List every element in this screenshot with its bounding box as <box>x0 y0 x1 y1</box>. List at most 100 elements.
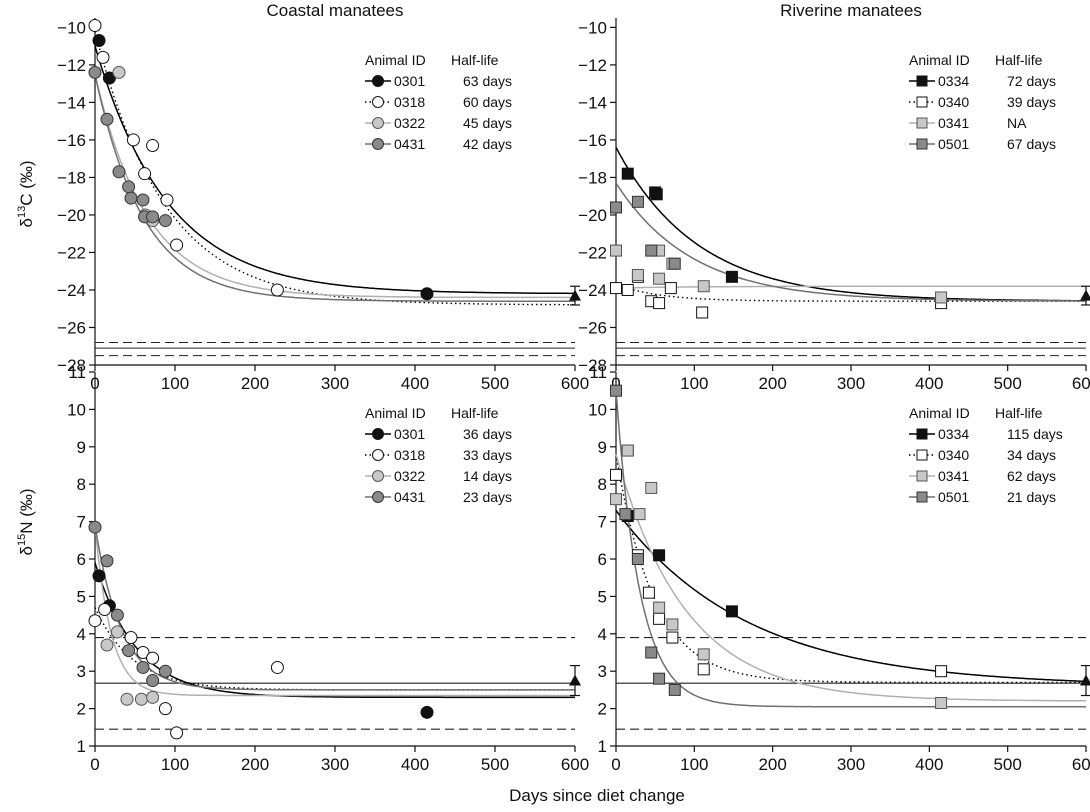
legend-header-animal-id: Animal ID <box>365 52 426 68</box>
legend-half-life: 39 days <box>1007 94 1056 110</box>
data-point-0322 <box>146 690 160 704</box>
legend-half-life: NA <box>1007 115 1027 131</box>
x-tick-label: 600 <box>561 755 589 774</box>
data-point-0431 <box>100 112 114 126</box>
legend-header-half-life: Half-life <box>451 52 499 68</box>
data-point-0341 <box>621 444 634 457</box>
chart-panel-4: 0 100 200 300 400 500 600 1 2 3 4 5 6 7 8 9 10 11 Animal I… <box>588 363 1090 774</box>
legend-half-life: 23 days <box>463 489 512 505</box>
x-tick-label: 200 <box>758 755 786 774</box>
reference-triangle-marker <box>569 674 581 686</box>
data-point-0334 <box>725 605 738 618</box>
y-tick-label: −14 <box>57 93 86 112</box>
fit-curve-0431 <box>94 525 575 691</box>
x-tick-label: 400 <box>915 755 943 774</box>
data-point-0341 <box>631 268 644 281</box>
legend-marker-0341 <box>916 117 928 129</box>
y-tick-label: 8 <box>77 475 86 494</box>
legend-animal-id: 0301 <box>394 73 425 89</box>
y-tick-label: 7 <box>598 513 607 532</box>
x-tick-label: 200 <box>758 374 786 393</box>
y-tick-label: −12 <box>578 56 607 75</box>
y-tick-label: −24 <box>57 281 86 300</box>
data-point-0340 <box>642 586 655 599</box>
legend-animal-id: 0322 <box>394 468 425 484</box>
data-point-0501 <box>631 195 644 208</box>
x-tick-label: 300 <box>837 755 865 774</box>
legend-half-life: 42 days <box>463 136 512 152</box>
x-tick-label: 0 <box>90 755 99 774</box>
data-point-0341 <box>935 291 948 304</box>
legend-animal-id: 0301 <box>394 426 425 442</box>
legend-animal-id: 0431 <box>394 136 425 152</box>
data-point-0301 <box>102 71 116 85</box>
data-point-0501 <box>645 646 658 659</box>
y-tick-label: 2 <box>77 700 86 719</box>
x-tick-label: 500 <box>481 374 509 393</box>
legend-animal-id: 0334 <box>938 73 969 89</box>
data-point-0431 <box>88 65 102 79</box>
data-point-0318 <box>158 702 172 716</box>
data-point-0322 <box>100 638 114 652</box>
legend-animal-id: 0341 <box>938 468 969 484</box>
x-tick-label: 400 <box>401 755 429 774</box>
legend-header-animal-id: Animal ID <box>909 405 970 421</box>
legend: Animal ID Half-life 0334 72 days 0340 39 days… <box>909 52 1056 152</box>
data-point-0501 <box>610 201 622 214</box>
y-tick-label: 1 <box>598 737 607 756</box>
y-tick-label: 10 <box>588 400 607 419</box>
y-tick-label: 3 <box>77 662 86 681</box>
legend-half-life: 67 days <box>1007 136 1056 152</box>
data-point-0340 <box>664 282 677 295</box>
data-point-0340 <box>610 282 622 295</box>
data-point-0431 <box>146 674 160 688</box>
legend-half-life: 115 days <box>1007 426 1063 442</box>
data-point-0341 <box>666 618 679 631</box>
data-point-0501 <box>631 553 644 565</box>
y-axis-label-bottom: δ15N (‰) <box>16 488 36 555</box>
y-tick-label: 6 <box>598 550 607 569</box>
legend-half-life: 72 days <box>1007 73 1056 89</box>
data-point-0334 <box>653 549 666 562</box>
data-point-0334 <box>621 167 634 180</box>
y-tick-label: −18 <box>578 168 607 187</box>
data-point-0340 <box>653 612 666 625</box>
data-point-0318 <box>146 139 160 153</box>
data-point-0341 <box>935 696 948 709</box>
data-point-0318 <box>270 660 284 674</box>
y-tick-label: −20 <box>57 206 86 225</box>
y-tick-label: −24 <box>578 281 607 300</box>
y-tick-label: 3 <box>598 662 607 681</box>
legend-marker-0334 <box>916 75 928 87</box>
legend-marker-0501 <box>916 138 928 150</box>
data-point-0431 <box>112 165 126 179</box>
legend-marker-0318 <box>372 96 384 108</box>
data-point-0501 <box>619 508 632 521</box>
data-point-0318 <box>146 651 160 665</box>
data-point-0322 <box>110 625 124 639</box>
legend: Animal ID Half-life 0334 115 days 0340 34 day… <box>909 405 1063 505</box>
legend-animal-id: 0334 <box>938 426 969 442</box>
legend-half-life: 21 days <box>1007 489 1056 505</box>
legend-marker-0341 <box>916 470 928 482</box>
chart-title: Riverine manatees <box>780 1 922 20</box>
fit-curve-0334 <box>615 147 1086 302</box>
y-tick-label: −26 <box>578 318 607 337</box>
fit-curve-0334 <box>615 509 1087 683</box>
data-point-0318 <box>136 646 150 659</box>
reference-triangle-marker <box>569 289 581 301</box>
y-tick-label: −20 <box>578 206 607 225</box>
y-tick-label: 5 <box>77 587 86 606</box>
data-point-0340 <box>697 663 710 676</box>
y-axis-label-top: δ13C (‰) <box>16 160 36 227</box>
data-point-0318 <box>98 602 112 616</box>
x-tick-label: 100 <box>680 374 708 393</box>
fit-curve-0301 <box>94 562 575 699</box>
data-point-0431 <box>88 520 102 534</box>
y-tick-label: 9 <box>598 438 607 457</box>
legend-half-life: 63 days <box>463 73 512 89</box>
data-point-0431 <box>110 608 124 622</box>
legend-half-life: 62 days <box>1007 468 1056 484</box>
legend-animal-id: 0431 <box>394 489 425 505</box>
data-point-0431 <box>122 644 136 658</box>
